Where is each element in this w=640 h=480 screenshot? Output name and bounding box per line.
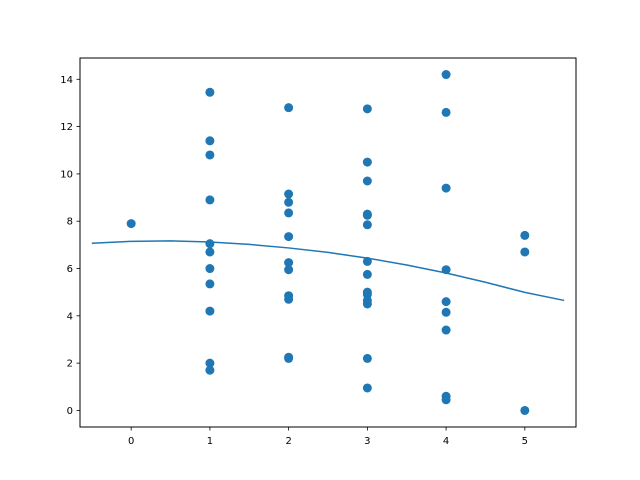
- chart-marks: [91, 70, 565, 415]
- y-axis: 0 2 4 6 8 10 12 14: [60, 75, 80, 417]
- plot-area: [80, 58, 576, 427]
- data-point: [520, 230, 530, 240]
- x-tick-label: 3: [364, 436, 370, 447]
- data-point: [362, 256, 372, 266]
- data-point: [362, 299, 372, 309]
- y-tick-label: 12: [60, 122, 73, 133]
- y-tick-label: 4: [67, 311, 73, 322]
- x-tick-label: 4: [443, 436, 449, 447]
- y-tick-label: 2: [67, 359, 73, 370]
- fit-curve: [91, 240, 565, 302]
- data-point: [441, 183, 451, 193]
- y-tick-label: 0: [67, 406, 73, 417]
- data-point: [205, 264, 215, 274]
- plot-frame: [79, 57, 577, 428]
- data-point: [520, 405, 530, 415]
- data-point: [362, 210, 372, 220]
- data-point: [205, 247, 215, 257]
- x-tick-label: 1: [207, 436, 213, 447]
- y-tick-label: 10: [60, 169, 73, 180]
- y-tick-label: 6: [67, 264, 73, 275]
- x-tick-label: 2: [285, 436, 291, 447]
- data-point: [284, 353, 294, 363]
- data-point: [520, 247, 530, 257]
- x-axis: 0 1 2 3 4 5: [128, 427, 528, 447]
- data-point: [205, 365, 215, 375]
- data-point: [284, 189, 294, 199]
- data-point: [362, 353, 372, 363]
- data-point: [441, 325, 451, 335]
- data-point: [284, 208, 294, 218]
- data-point: [362, 157, 372, 167]
- data-point: [205, 87, 215, 97]
- data-point: [205, 150, 215, 160]
- data-point: [205, 306, 215, 316]
- data-point: [441, 107, 451, 117]
- y-tick-label: 8: [67, 217, 73, 228]
- data-point: [362, 269, 372, 279]
- data-point: [284, 294, 294, 304]
- data-point: [205, 279, 215, 289]
- data-point: [205, 239, 215, 249]
- data-point: [362, 104, 372, 114]
- data-point: [441, 297, 451, 307]
- x-tick-label: 5: [522, 436, 528, 447]
- data-point: [284, 265, 294, 275]
- data-point: [205, 136, 215, 146]
- data-point: [284, 232, 294, 242]
- data-point: [362, 176, 372, 186]
- data-point: [441, 70, 451, 80]
- data-point: [205, 358, 215, 368]
- data-point: [284, 258, 294, 268]
- data-point: [441, 395, 451, 405]
- x-tick-label: 0: [128, 436, 134, 447]
- data-point: [205, 195, 215, 205]
- data-point: [284, 103, 294, 113]
- data-point: [362, 383, 372, 393]
- data-point: [126, 219, 136, 229]
- data-point: [441, 307, 451, 317]
- y-tick-label: 14: [60, 75, 73, 86]
- data-point: [441, 265, 451, 275]
- data-point: [284, 197, 294, 207]
- data-point: [362, 220, 372, 230]
